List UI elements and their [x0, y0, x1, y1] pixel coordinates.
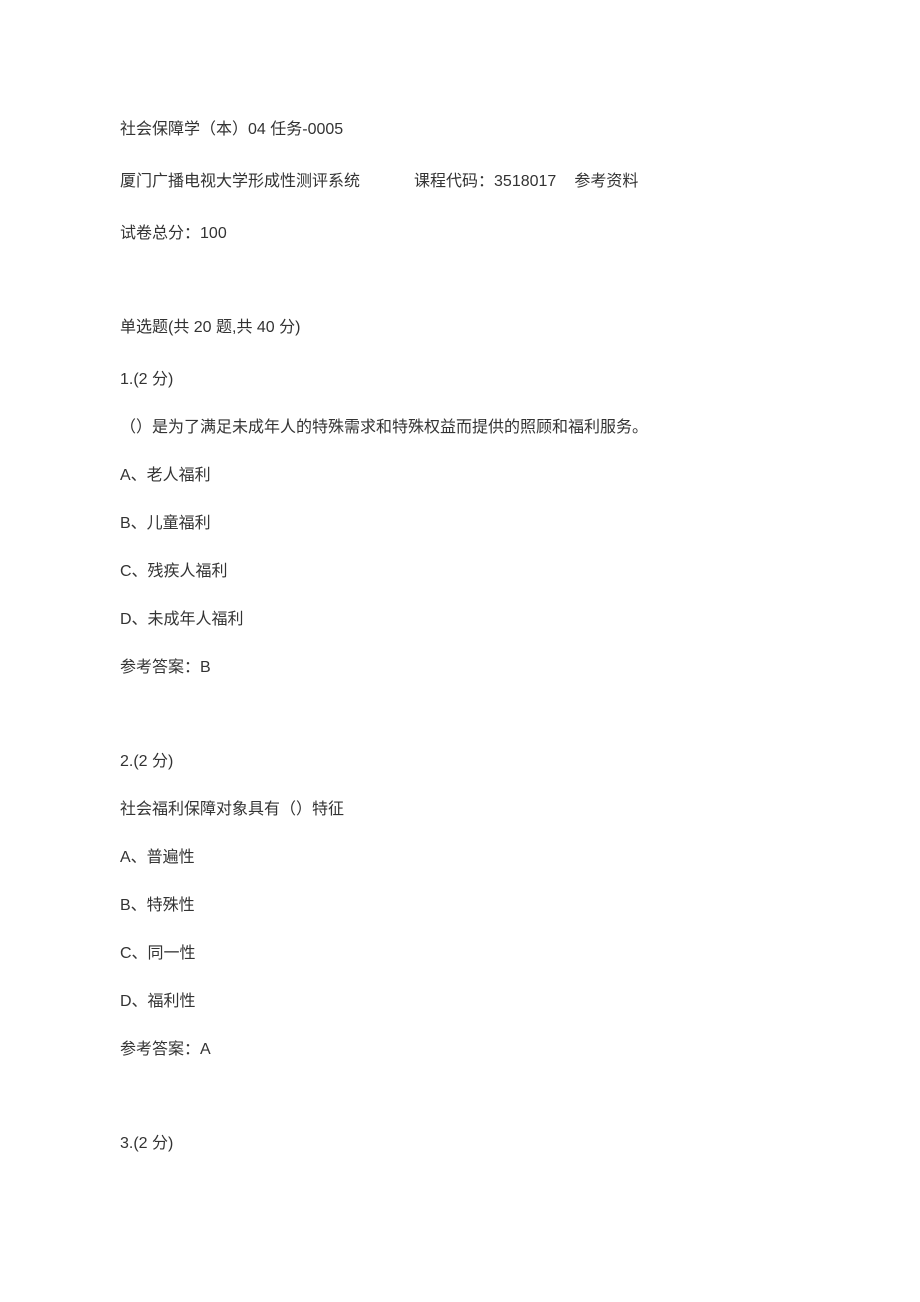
question-block: 2.(2 分) 社会福利保障对象具有（）特征 A、普遍性 B、特殊性 C、同一性… [120, 750, 800, 1062]
reference-label: 参考资料 [574, 173, 638, 190]
option-text: C、残疾人福利 [120, 563, 228, 580]
question-number: 1.(2 分) [120, 368, 800, 392]
question-number: 3.(2 分) [120, 1132, 800, 1156]
question-answer: 参考答案：B [120, 656, 800, 680]
info-line: 厦门广播电视大学形成性测评系统 课程代码：3518017 参考资料 [120, 170, 800, 194]
question-block: 1.(2 分) （）是为了满足未成年人的特殊需求和特殊权益而提供的照顾和福利服务… [120, 368, 800, 680]
option-text: D、未成年人福利 [120, 611, 244, 628]
course-code-value: 3518017 [494, 173, 556, 190]
question-text: （）是为了满足未成年人的特殊需求和特殊权益而提供的照顾和福利服务。 [120, 416, 800, 440]
title-text: 社会保障学（本）04 任务-0005 [120, 121, 343, 138]
answer-label: 参考答案： [120, 659, 200, 676]
answer-label: 参考答案： [120, 1041, 200, 1058]
question-number: 2.(2 分) [120, 750, 800, 774]
question-option: B、特殊性 [120, 894, 800, 918]
answer-value: B [200, 659, 211, 676]
option-text: D、福利性 [120, 993, 196, 1010]
option-text: B、儿童福利 [120, 515, 211, 532]
total-score-value: 100 [200, 225, 227, 242]
question-option: C、同一性 [120, 942, 800, 966]
question-option: A、老人福利 [120, 464, 800, 488]
question-block: 3.(2 分) [120, 1132, 800, 1156]
question-option: D、福利性 [120, 990, 800, 1014]
section-header: 单选题(共 20 题,共 40 分) [120, 316, 800, 340]
question-text-content: 社会福利保障对象具有（）特征 [120, 801, 344, 818]
question-option: B、儿童福利 [120, 512, 800, 536]
question-option: A、普遍性 [120, 846, 800, 870]
total-score-label: 试卷总分： [120, 225, 200, 242]
section-header-text: 单选题(共 20 题,共 40 分) [120, 319, 300, 336]
question-number-text: 1.(2 分) [120, 371, 173, 388]
option-text: A、老人福利 [120, 467, 211, 484]
question-option: C、残疾人福利 [120, 560, 800, 584]
question-answer: 参考答案：A [120, 1038, 800, 1062]
question-option: D、未成年人福利 [120, 608, 800, 632]
question-number-text: 3.(2 分) [120, 1135, 173, 1152]
page-title: 社会保障学（本）04 任务-0005 [120, 118, 800, 142]
answer-value: A [200, 1041, 211, 1058]
system-name: 厦门广播电视大学形成性测评系统 [120, 173, 360, 190]
option-text: A、普遍性 [120, 849, 195, 866]
question-text-content: （）是为了满足未成年人的特殊需求和特殊权益而提供的照顾和福利服务。 [120, 419, 648, 436]
option-text: B、特殊性 [120, 897, 195, 914]
option-text: C、同一性 [120, 945, 196, 962]
question-number-text: 2.(2 分) [120, 753, 173, 770]
total-score-line: 试卷总分：100 [120, 222, 800, 246]
course-code-label: 课程代码： [414, 173, 494, 190]
question-text: 社会福利保障对象具有（）特征 [120, 798, 800, 822]
document-page: 社会保障学（本）04 任务-0005 厦门广播电视大学形成性测评系统课程代码：3… [0, 0, 920, 1220]
